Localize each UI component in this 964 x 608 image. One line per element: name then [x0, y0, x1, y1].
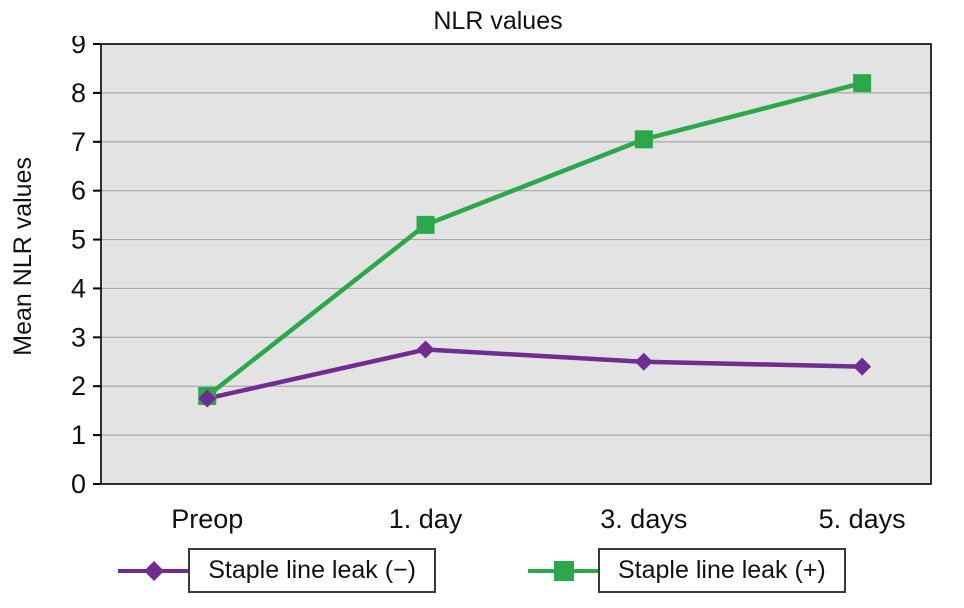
plot-area	[101, 44, 931, 484]
y-tick-label: 0	[71, 469, 86, 499]
y-tick-label: 5	[71, 225, 86, 255]
legend-label-leak-negative: Staple line leak (−)	[188, 548, 436, 593]
y-tick-label: 1	[71, 420, 86, 450]
plot-border	[100, 43, 932, 485]
x-tick-label: 5. days	[819, 504, 906, 534]
legend-item-leak-negative: Staple line leak (−)	[118, 548, 436, 593]
y-tick-label: 3	[71, 322, 86, 352]
data-point	[634, 352, 653, 371]
data-point	[853, 74, 872, 93]
legend-item-leak-positive: Staple line leak (+)	[528, 548, 846, 593]
chart-area: Mean NLR values 0 1 2 3 4 5 6 7 8 9 Preop 1. day 3. …	[0, 36, 964, 546]
y-tick-label: 2	[71, 371, 86, 401]
legend-label-leak-positive: Staple line leak (+)	[598, 548, 846, 593]
data-point	[416, 340, 435, 359]
series-line	[204, 80, 865, 399]
square-marker-icon	[528, 560, 600, 581]
y-axis-title: Mean NLR values	[0, 36, 46, 546]
x-tick-label: 3. days	[600, 504, 687, 534]
series-line	[204, 347, 865, 401]
data-point	[198, 389, 217, 408]
y-tick-label: 9	[71, 36, 86, 59]
y-tick-label: 8	[71, 78, 86, 108]
y-axis-title-text: Mean NLR values	[8, 156, 37, 356]
legend: Staple line leak (−) Staple line leak (+…	[0, 548, 964, 593]
chart-page: NLR values Mean NLR values 0 1 2 3 4 5 6 7 8 9 Pre…	[0, 7, 964, 593]
chart-title: NLR values	[433, 7, 563, 35]
y-tick-label: 7	[71, 127, 86, 157]
x-tick-label: Preop	[171, 504, 243, 534]
x-tick-label: 1. day	[389, 504, 463, 534]
y-tick-label: 4	[71, 273, 86, 303]
data-point	[634, 130, 653, 149]
data-point	[416, 215, 435, 234]
diamond-marker-icon	[118, 560, 191, 581]
line-chart: 0 1 2 3 4 5 6 7 8 9 Preop 1. day 3. days 5. days	[71, 36, 932, 534]
y-tick-label: 6	[71, 176, 86, 206]
data-point	[853, 357, 872, 376]
